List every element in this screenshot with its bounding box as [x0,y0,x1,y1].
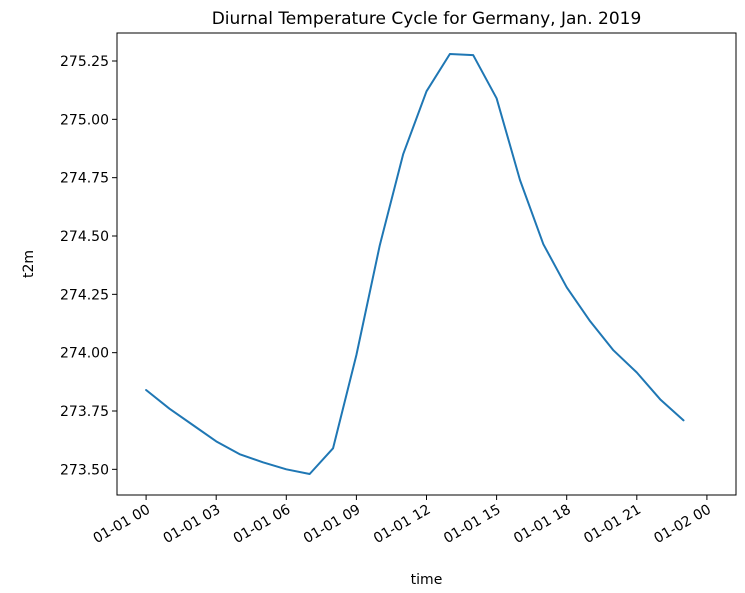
y-axis-label: t2m [21,250,37,278]
y-tick-label: 274.00 [60,346,109,362]
y-tick-label: 273.75 [60,404,109,420]
y-axis: 273.50 273.75 274.00 274.25 274.50 274.75 275.… [60,54,117,478]
y-tick-label: 275.00 [60,112,109,128]
series-line [145,53,685,475]
y-tick-label: 274.25 [60,287,109,303]
chart-title: Diurnal Temperature Cycle for Germany, J… [212,9,642,29]
x-axis-label: time [411,572,443,588]
y-tick-label: 274.50 [60,229,109,245]
y-tick-label: 273.50 [60,462,109,478]
y-tick-label: 275.25 [60,54,109,70]
y-tick-label: 274.75 [60,171,109,187]
plot-area [145,53,685,475]
